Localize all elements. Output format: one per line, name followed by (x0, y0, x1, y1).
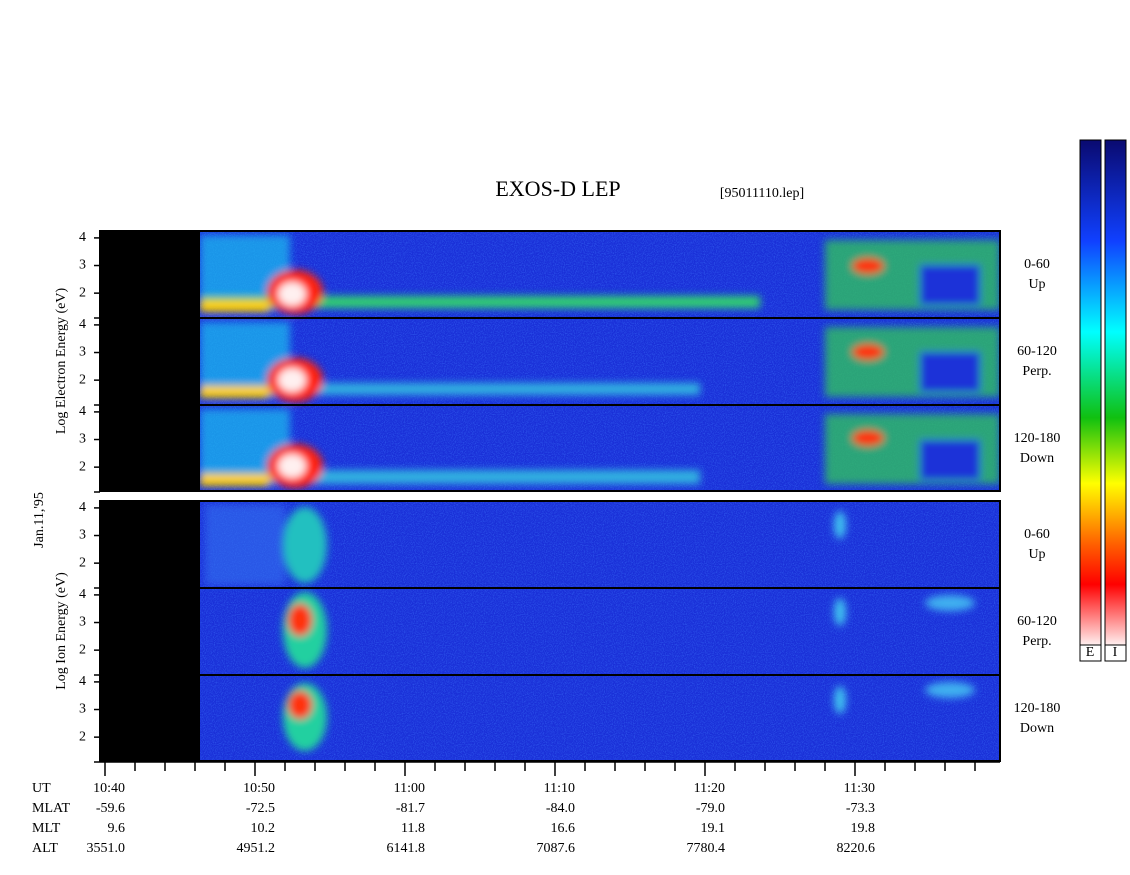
angle-label: 60-120 (1017, 344, 1057, 359)
angle-label: 0-60 (1024, 527, 1050, 542)
orbit-value: 6141.8 (387, 841, 426, 856)
orbit-row-name: UT (32, 781, 51, 796)
y-tick-label: 3 (79, 432, 86, 447)
y-tick-label: 2 (79, 459, 86, 474)
direction-label: Perp. (1022, 364, 1051, 379)
orbit-value: -79.0 (696, 801, 725, 816)
y-tick-label: 3 (79, 702, 86, 717)
y-tick-label: 2 (79, 642, 86, 657)
orbit-value: 19.8 (851, 821, 876, 836)
chart-title: EXOS-D LEP (495, 176, 620, 201)
orbit-value: -73.3 (846, 801, 875, 816)
y-tick-label: 4 (79, 404, 86, 419)
y-axis-label: Log Ion Energy (eV) (54, 572, 69, 690)
colorbars: E I (1079, 139, 1127, 662)
orbit-value: -81.7 (396, 801, 425, 816)
orbit-value: -72.5 (246, 801, 275, 816)
y-tick-label: 4 (79, 587, 86, 602)
y-tick-label: 2 (79, 555, 86, 570)
direction-label: Down (1020, 451, 1054, 466)
y-tick-label: 4 (79, 230, 86, 245)
orbit-row-name: MLAT (32, 801, 71, 816)
panel-gap (94, 491, 1006, 500)
y-tick-label: 3 (79, 345, 86, 360)
orbit-value: 16.6 (551, 821, 576, 836)
y-tick-label: 2 (79, 285, 86, 300)
angle-label: 60-120 (1017, 614, 1057, 629)
date-label: Jan.11,'95 (32, 492, 47, 548)
y-tick-label: 2 (79, 372, 86, 387)
orbit-value: 19.1 (701, 821, 726, 836)
y-tick-label: 4 (79, 674, 86, 689)
y-tick-label: 3 (79, 258, 86, 273)
ion-spectrogram (100, 501, 1000, 761)
direction-label: Up (1028, 547, 1045, 562)
orbit-value: 9.6 (108, 821, 126, 836)
electron-spectrogram (100, 231, 1000, 491)
angle-label: 0-60 (1024, 257, 1050, 272)
orbit-value: 11:30 (844, 781, 875, 796)
orbit-value: -84.0 (546, 801, 575, 816)
orbit-value: 11.8 (401, 821, 425, 836)
orbit-value: 7087.6 (537, 841, 576, 856)
orbit-value: 11:10 (544, 781, 575, 796)
direction-label: Perp. (1022, 634, 1051, 649)
orbit-value: 4951.2 (237, 841, 276, 856)
axes: Log Electron Energy (eV) 2 3 4 0-60 Up 2 3 4 60-1… (32, 230, 1060, 856)
orbit-row-name: MLT (32, 821, 61, 836)
orbit-value: -59.6 (96, 801, 125, 816)
colorbar-label: E (1086, 645, 1095, 660)
orbit-value: 11:20 (694, 781, 725, 796)
y-tick-label: 3 (79, 528, 86, 543)
file-label: [95011110.lep] (720, 186, 804, 201)
orbit-row-name: ALT (32, 841, 58, 856)
orbit-value: 3551.0 (87, 841, 126, 856)
direction-label: Up (1028, 277, 1045, 292)
orbit-value: 10:50 (243, 781, 275, 796)
y-tick-label: 3 (79, 615, 86, 630)
y-tick-label: 4 (79, 317, 86, 332)
y-tick-label: 4 (79, 500, 86, 515)
orbit-value: 10.2 (251, 821, 276, 836)
direction-label: Down (1020, 721, 1054, 736)
angle-label: 120-180 (1014, 431, 1061, 446)
orbit-value: 7780.4 (687, 841, 726, 856)
colorbar-label: I (1113, 645, 1118, 660)
orbit-value: 8220.6 (837, 841, 876, 856)
orbit-value: 10:40 (93, 781, 125, 796)
angle-label: 120-180 (1014, 701, 1061, 716)
orbit-value: 11:00 (394, 781, 425, 796)
panel-borders (99, 230, 1001, 762)
y-axis-label: Log Electron Energy (eV) (54, 288, 69, 435)
y-tick-label: 2 (79, 729, 86, 744)
